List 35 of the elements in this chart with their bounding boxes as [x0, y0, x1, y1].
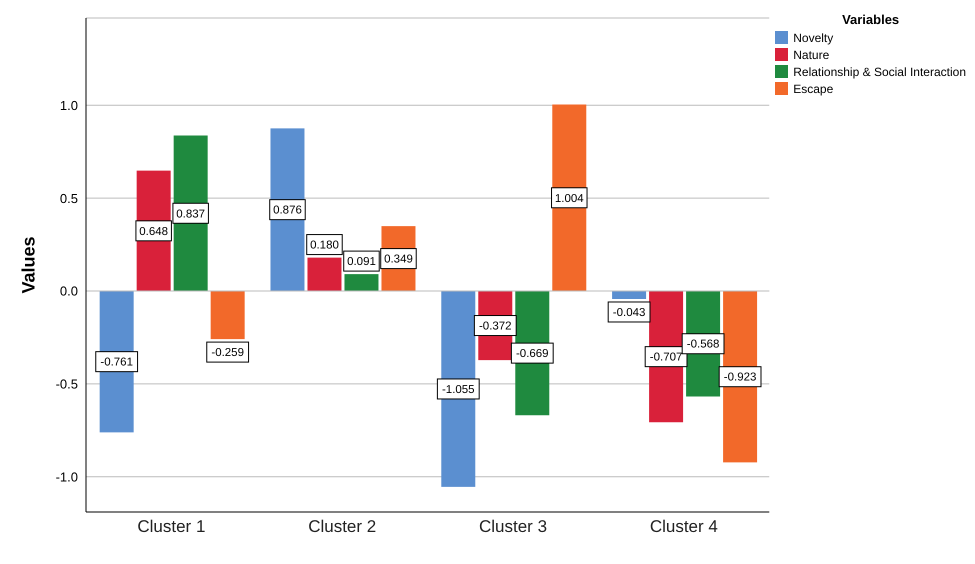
- x-tick-label: Cluster 2: [308, 517, 376, 536]
- data-label: -0.761: [100, 356, 133, 369]
- data-label: 0.837: [176, 208, 206, 220]
- data-label: 0.876: [273, 204, 302, 217]
- y-tick-label: 1.0: [60, 98, 78, 113]
- data-label: -0.568: [686, 338, 720, 351]
- y-tick-label: 0.0: [60, 284, 78, 299]
- data-label: 0.180: [310, 240, 339, 252]
- data-label: 0.091: [347, 256, 376, 268]
- bar: [210, 291, 245, 340]
- legend-label: Escape: [793, 82, 834, 96]
- y-tick-label: -1.0: [56, 469, 78, 484]
- y-axis-title: Values: [18, 236, 38, 294]
- data-label: 1.004: [554, 192, 584, 205]
- legend-title: Variables: [841, 12, 900, 27]
- data-label: -0.043: [612, 306, 646, 319]
- y-tick-label: 0.5: [60, 190, 78, 206]
- data-label: -0.259: [211, 347, 244, 360]
- legend-label: Relationship & Social Interaction: [793, 64, 966, 78]
- data-label: -0.923: [724, 372, 756, 384]
- x-tick-label: Cluster 3: [479, 517, 548, 536]
- data-label: -0.669: [516, 348, 549, 360]
- data-label: -1.055: [442, 384, 475, 396]
- legend-label: Nature: [793, 48, 830, 62]
- data-label: -0.372: [478, 320, 512, 333]
- data-label: -0.707: [650, 352, 682, 364]
- bar: [344, 274, 378, 291]
- y-tick-label: -0.5: [56, 376, 78, 392]
- bar: [612, 291, 646, 299]
- x-tick-label: Cluster 4: [650, 517, 718, 536]
- data-label: 0.648: [139, 226, 168, 238]
- legend-label: Novelty: [793, 30, 834, 44]
- x-tick-label: Cluster 1: [137, 517, 206, 536]
- data-label: 0.349: [384, 254, 413, 266]
- bar: [307, 258, 342, 291]
